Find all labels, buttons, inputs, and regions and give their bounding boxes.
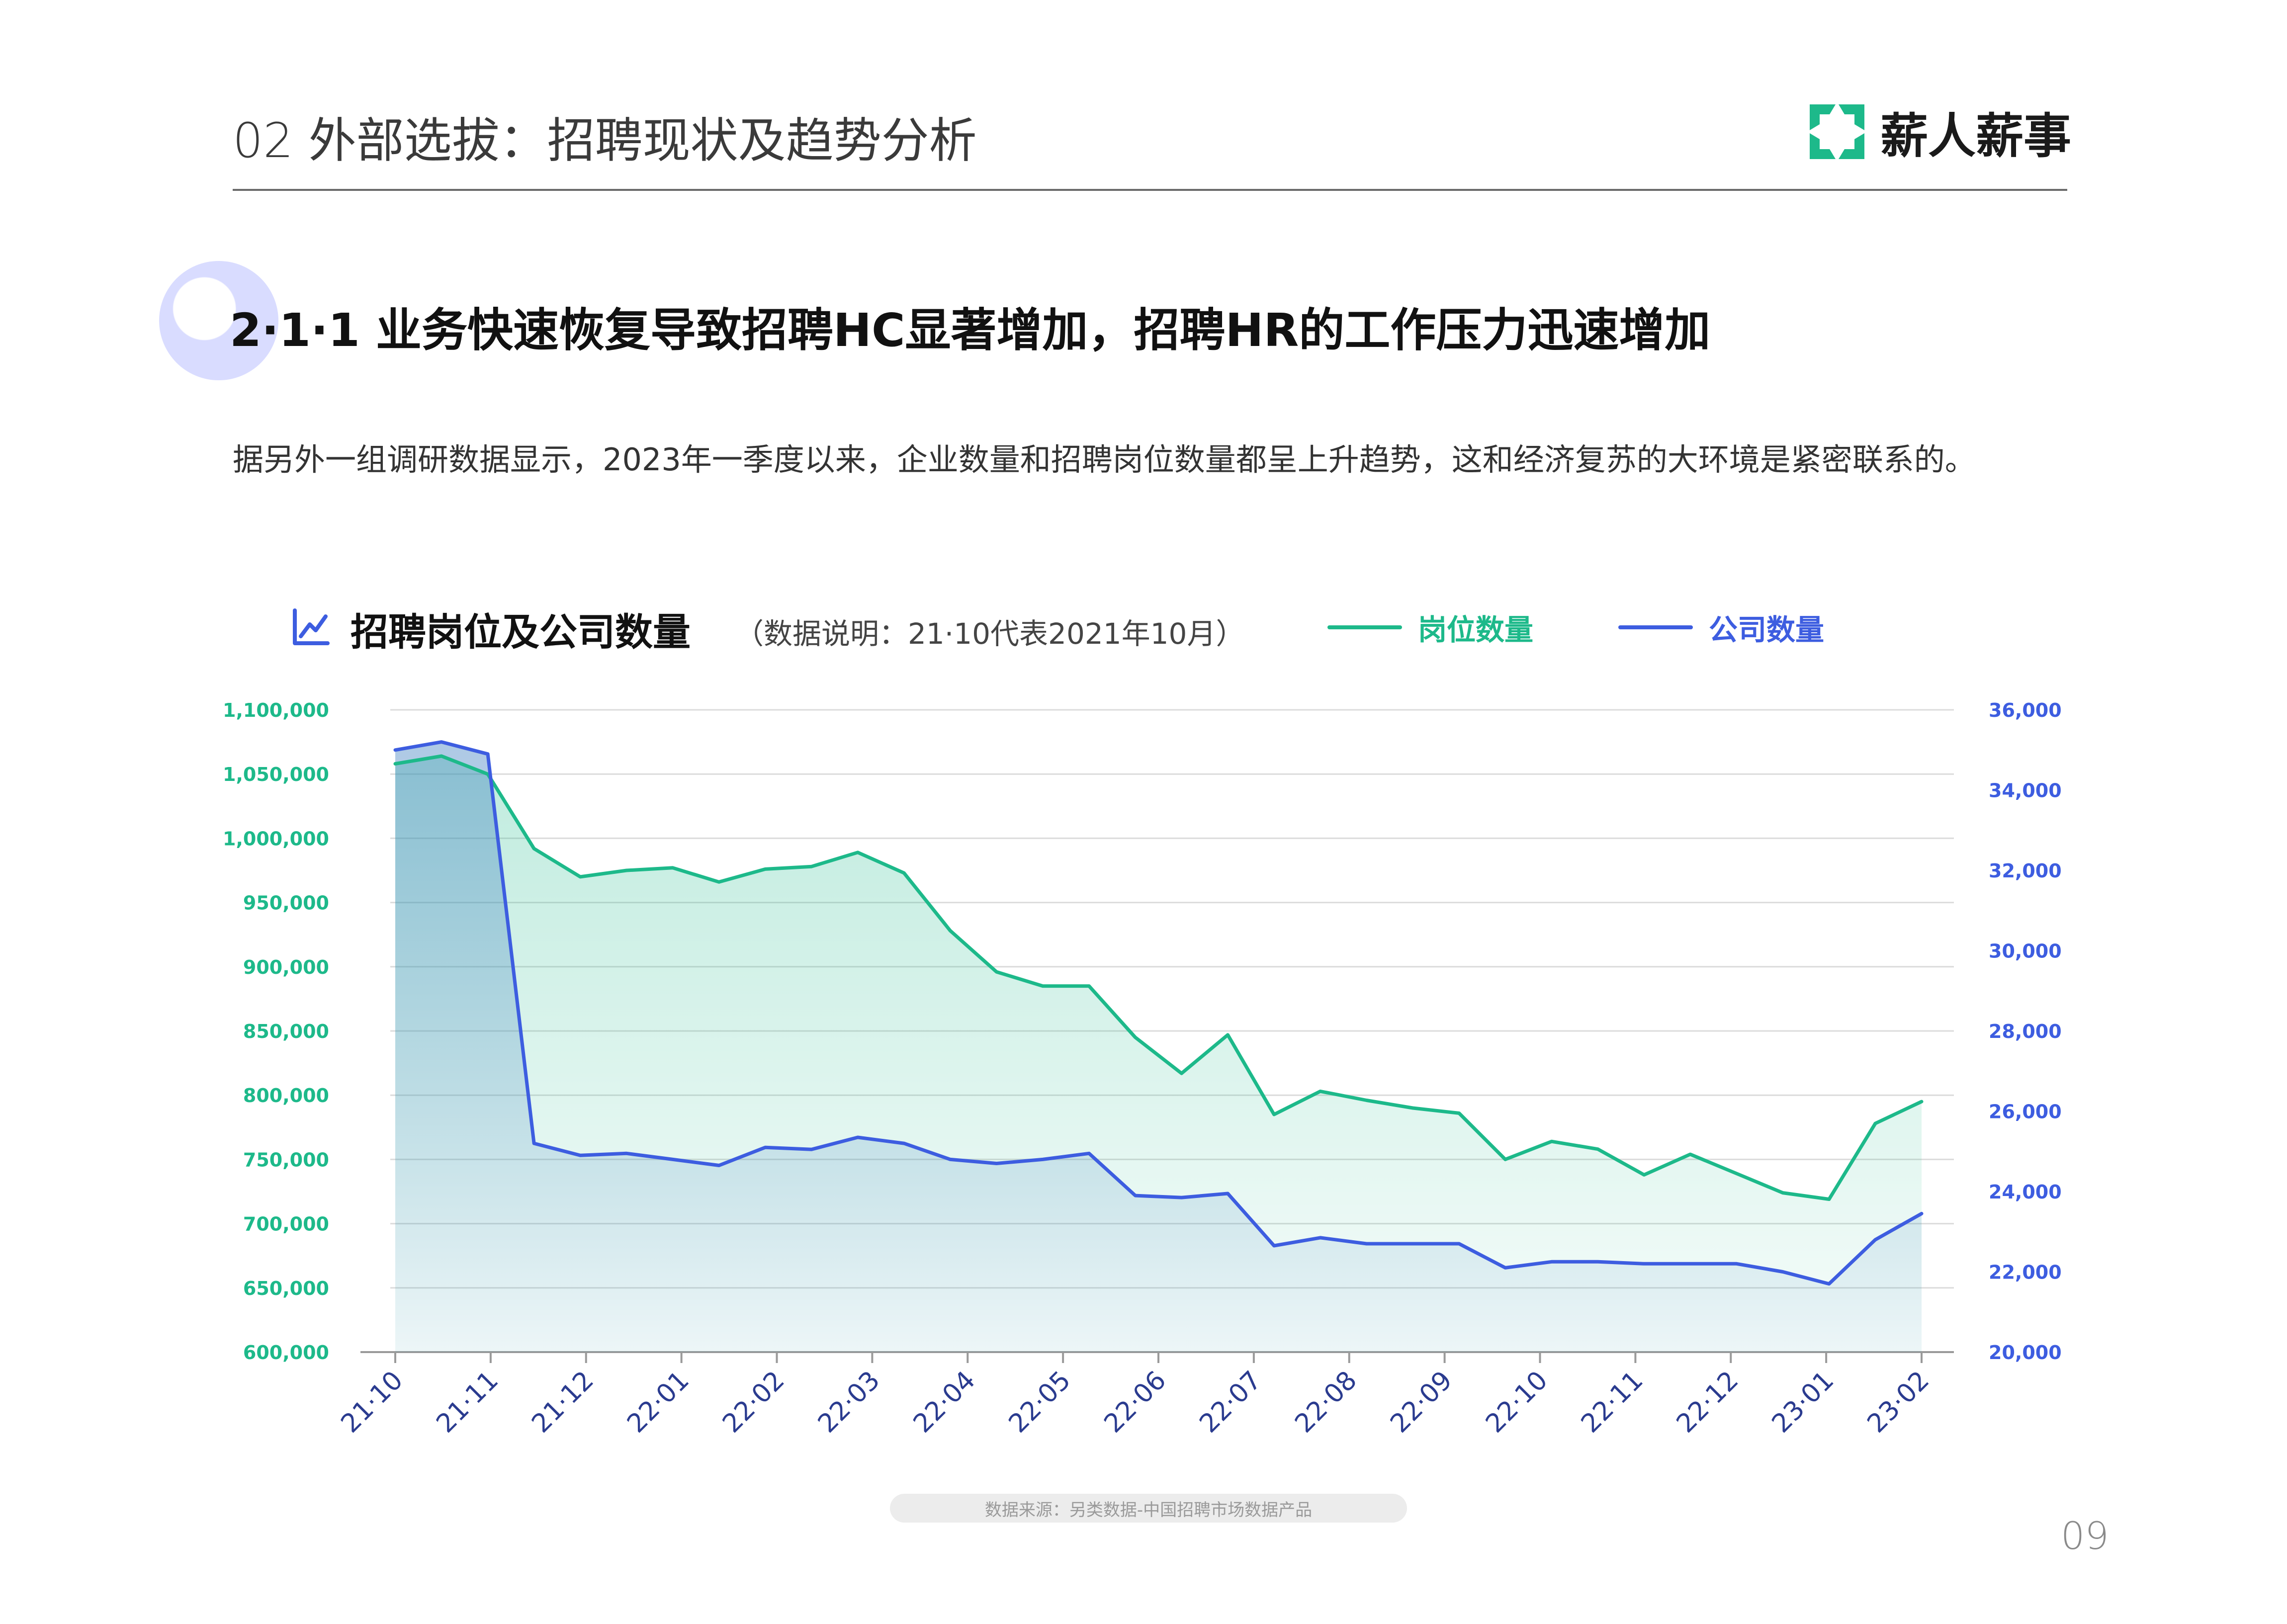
x-axis-tick-label: 21·10: [335, 1366, 409, 1439]
legend-label-jobs: 岗位数量: [1418, 613, 1534, 647]
x-axis-tick-label: 22·04: [908, 1366, 981, 1439]
chart-note: （数据说明：21·10代表2021年10月）: [735, 617, 1245, 651]
right-axis-tick-label: 20,000: [1989, 1342, 2062, 1364]
left-axis-tick-label: 650,000: [243, 1278, 329, 1299]
right-axis-tick-label: 36,000: [1989, 699, 2062, 721]
logo-mark-icon: [1810, 104, 1864, 159]
x-axis-tick-label: 22·09: [1385, 1366, 1458, 1439]
left-axis-tick-label: 1,050,000: [223, 764, 329, 785]
series-line-companies: [393, 740, 1924, 1286]
x-axis-tick-label: 22·07: [1194, 1366, 1267, 1439]
right-axis-tick-label: 26,000: [1989, 1101, 2062, 1123]
header-divider: [233, 189, 2067, 191]
right-axis-tick-label: 32,000: [1989, 860, 2062, 882]
x-axis-tick-label: 22·08: [1289, 1366, 1363, 1439]
x-axis-tick-label: 21·11: [431, 1366, 504, 1439]
decorative-circle: [159, 261, 278, 380]
left-axis-tick-label: 950,000: [243, 892, 329, 914]
page-number: 09: [2061, 1514, 2109, 1558]
x-axis-tick-label: 22·12: [1671, 1366, 1745, 1439]
left-axis-tick-label: 1,100,000: [223, 699, 329, 721]
legend-item-companies[interactable]: 公司数量: [1618, 606, 1824, 648]
right-axis-tick-label: 30,000: [1989, 940, 2062, 962]
legend-swatch-companies: [1618, 625, 1693, 629]
data-source-note: 数据来源：另类数据-中国招聘市场数据产品: [890, 1494, 1407, 1523]
left-axis-tick-label: 800,000: [243, 1085, 329, 1107]
x-axis-tick-label: 22·05: [1003, 1366, 1077, 1439]
x-axis-tick-label: 22·11: [1576, 1366, 1649, 1439]
legend-swatch-jobs: [1327, 625, 1402, 629]
right-axis-tick-label: 24,000: [1989, 1181, 2062, 1203]
x-axis-tick-label: 22·10: [1480, 1366, 1554, 1439]
left-axis-tick-label: 700,000: [243, 1213, 329, 1235]
legend-item-jobs[interactable]: 岗位数量: [1327, 606, 1533, 648]
left-axis-tick-label: 600,000: [243, 1342, 329, 1364]
x-axis-tick-label: 22·03: [812, 1366, 886, 1439]
section-title: 2·1·1 业务快速恢复导致招聘HC显著增加，招聘HR的工作压力迅速增加: [230, 304, 1711, 357]
line-chart-icon: [293, 608, 330, 645]
x-axis-tick-label: 22·06: [1098, 1366, 1172, 1439]
right-axis-tick-label: 34,000: [1989, 780, 2062, 802]
legend-label-companies: 公司数量: [1709, 613, 1825, 647]
x-axis-tick-label: 23·02: [1861, 1366, 1935, 1439]
x-axis-tick-label: 22·01: [621, 1366, 695, 1439]
body-paragraph: 据另外一组调研数据显示，2023年一季度以来，企业数量和招聘岗位数量都呈上升趋势…: [233, 441, 1976, 478]
header-title: 02 外部选拔：招聘现状及趋势分析: [233, 113, 977, 169]
left-axis-tick-label: 850,000: [243, 1021, 329, 1042]
right-axis-tick-label: 22,000: [1989, 1262, 2062, 1283]
x-axis-tick-label: 23·01: [1766, 1366, 1840, 1439]
left-axis-tick-label: 1,000,000: [223, 828, 329, 850]
chart-title: 招聘岗位及公司数量: [351, 610, 691, 654]
x-axis-tick-label: 21·12: [526, 1366, 600, 1439]
area-fill-companies: [395, 742, 1922, 1352]
left-axis-tick-label: 900,000: [243, 956, 329, 978]
logo-text: 薪人薪事: [1880, 108, 2071, 164]
series-line-jobs: [393, 754, 1924, 1201]
right-axis-tick-label: 28,000: [1989, 1021, 2062, 1042]
brand-logo[interactable]: 薪人薪事: [1805, 97, 2071, 167]
x-axis-tick-label: 22·02: [717, 1366, 791, 1439]
left-axis-tick-label: 750,000: [243, 1149, 329, 1171]
